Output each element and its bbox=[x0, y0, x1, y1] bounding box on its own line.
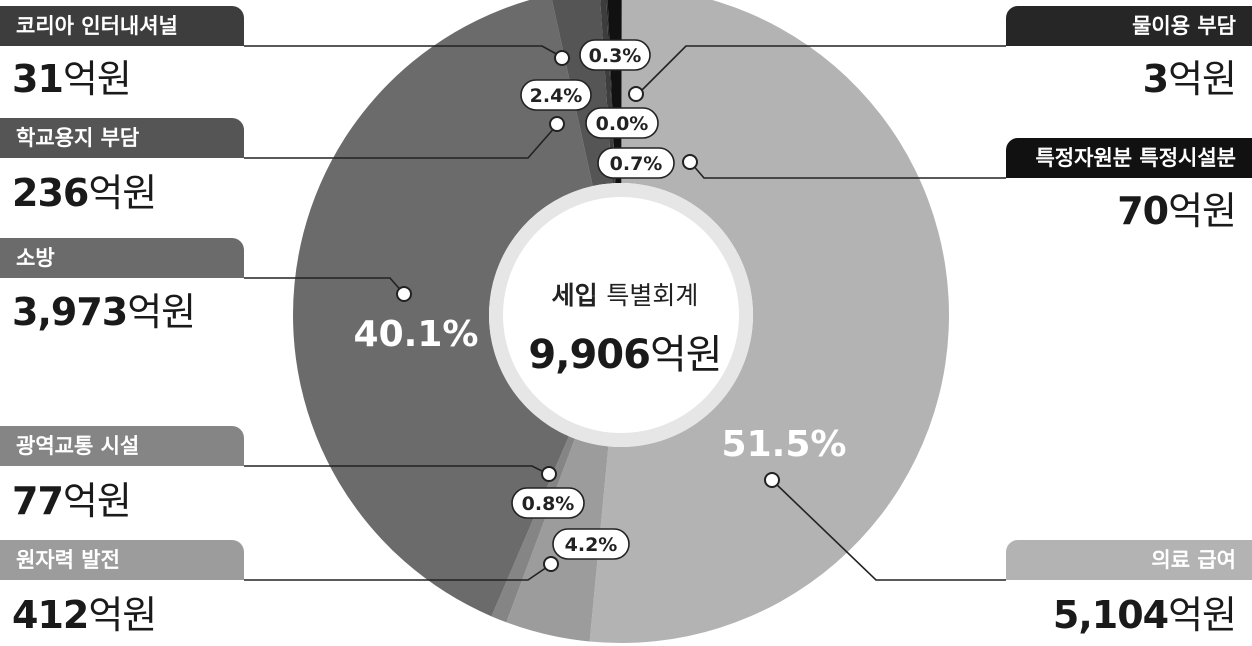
percent-pill-special-resource: 0.7% bbox=[597, 147, 675, 179]
slice-medical-aid bbox=[589, 0, 949, 643]
leader-special-resource bbox=[691, 163, 1006, 179]
leader-dot-fire-service bbox=[396, 286, 412, 302]
leader-dot-water-use bbox=[628, 86, 644, 102]
percent-labels: 0.3% 2.4% 0.0% 0.7% 0.8% 4.2% 40.1% 51.5% bbox=[354, 39, 847, 560]
percent-pill-bg bbox=[520, 79, 592, 111]
percent-pill-bg bbox=[597, 147, 675, 179]
label-nuclear-power: 원자력 발전 bbox=[0, 540, 244, 580]
leader-dot-nuclear-power bbox=[543, 556, 559, 572]
leader-school-land bbox=[244, 125, 557, 159]
percent-pill-bg bbox=[585, 107, 659, 139]
leader-nuclear-power bbox=[244, 564, 551, 581]
amount-water-use: 3억원 bbox=[1142, 57, 1237, 101]
percent-pill-bg bbox=[511, 487, 585, 519]
label-fire-service: 소방 bbox=[0, 238, 244, 278]
amount-medical-aid: 5,104억원 bbox=[1052, 593, 1237, 637]
label-school-land: 학교용지 부담 bbox=[0, 118, 244, 158]
leader-korea-international bbox=[244, 45, 561, 57]
percent-label-nuclear-power: 4.2% bbox=[565, 534, 618, 556]
percent-pill-nuclear-power: 4.2% bbox=[552, 528, 630, 560]
donut-slices bbox=[293, 0, 949, 643]
amount-fire-service: 3,973억원 bbox=[12, 290, 196, 334]
amount-school-land: 236억원 bbox=[12, 171, 157, 215]
percent-pill-metro-transport: 0.8% bbox=[511, 487, 585, 519]
label-special-resource: 특정자원분 특정시설분 bbox=[1006, 138, 1252, 178]
leader-medical-aid bbox=[773, 481, 1006, 581]
leader-lines bbox=[244, 45, 1006, 581]
slice-fire-service bbox=[293, 0, 593, 617]
inner-hole bbox=[503, 197, 739, 433]
label-water-use: 물이용 부담 bbox=[1006, 6, 1252, 46]
amount-metro-transport: 77억원 bbox=[12, 479, 132, 523]
leader-dot-school-land bbox=[549, 116, 565, 132]
amount-special-resource: 70억원 bbox=[1117, 189, 1237, 233]
amount-korea-international: 31억원 bbox=[12, 57, 132, 101]
leader-dot-korea-international bbox=[554, 50, 570, 66]
label-korea-international: 코리아 인터내셔널 bbox=[0, 6, 244, 46]
amount-nuclear-power: 412억원 bbox=[12, 593, 157, 637]
percent-pill-water-use: 0.0% bbox=[585, 107, 659, 139]
center-total: 9,906억원 bbox=[528, 332, 722, 378]
percent-label-korea-international: 0.3% bbox=[589, 45, 642, 67]
leader-dot-special-resource bbox=[682, 154, 698, 170]
percent-label-fire-service: 40.1% bbox=[354, 314, 479, 355]
center-title: 세입 특별회계 bbox=[551, 281, 699, 310]
percent-label-water-use: 0.0% bbox=[596, 113, 649, 135]
leader-dot-medical-aid bbox=[764, 472, 780, 488]
percent-label-school-land: 2.4% bbox=[530, 85, 583, 107]
percent-pill-school-land: 2.4% bbox=[520, 79, 592, 111]
label-metro-transport: 광역교통 시설 bbox=[0, 426, 244, 466]
leader-water-use bbox=[639, 45, 1006, 93]
percent-pill-bg bbox=[552, 528, 630, 560]
percent-pill-bg bbox=[579, 39, 651, 71]
percent-pill-korea-international: 0.3% bbox=[579, 39, 651, 71]
label-medical-aid: 의료 급여 bbox=[1006, 540, 1252, 580]
leader-dot-metro-transport bbox=[541, 466, 557, 482]
percent-label-medical-aid: 51.5% bbox=[722, 424, 847, 465]
percent-label-special-resource: 0.7% bbox=[610, 153, 663, 175]
percent-label-metro-transport: 0.8% bbox=[522, 493, 575, 515]
slice-metro-transport bbox=[491, 436, 575, 623]
